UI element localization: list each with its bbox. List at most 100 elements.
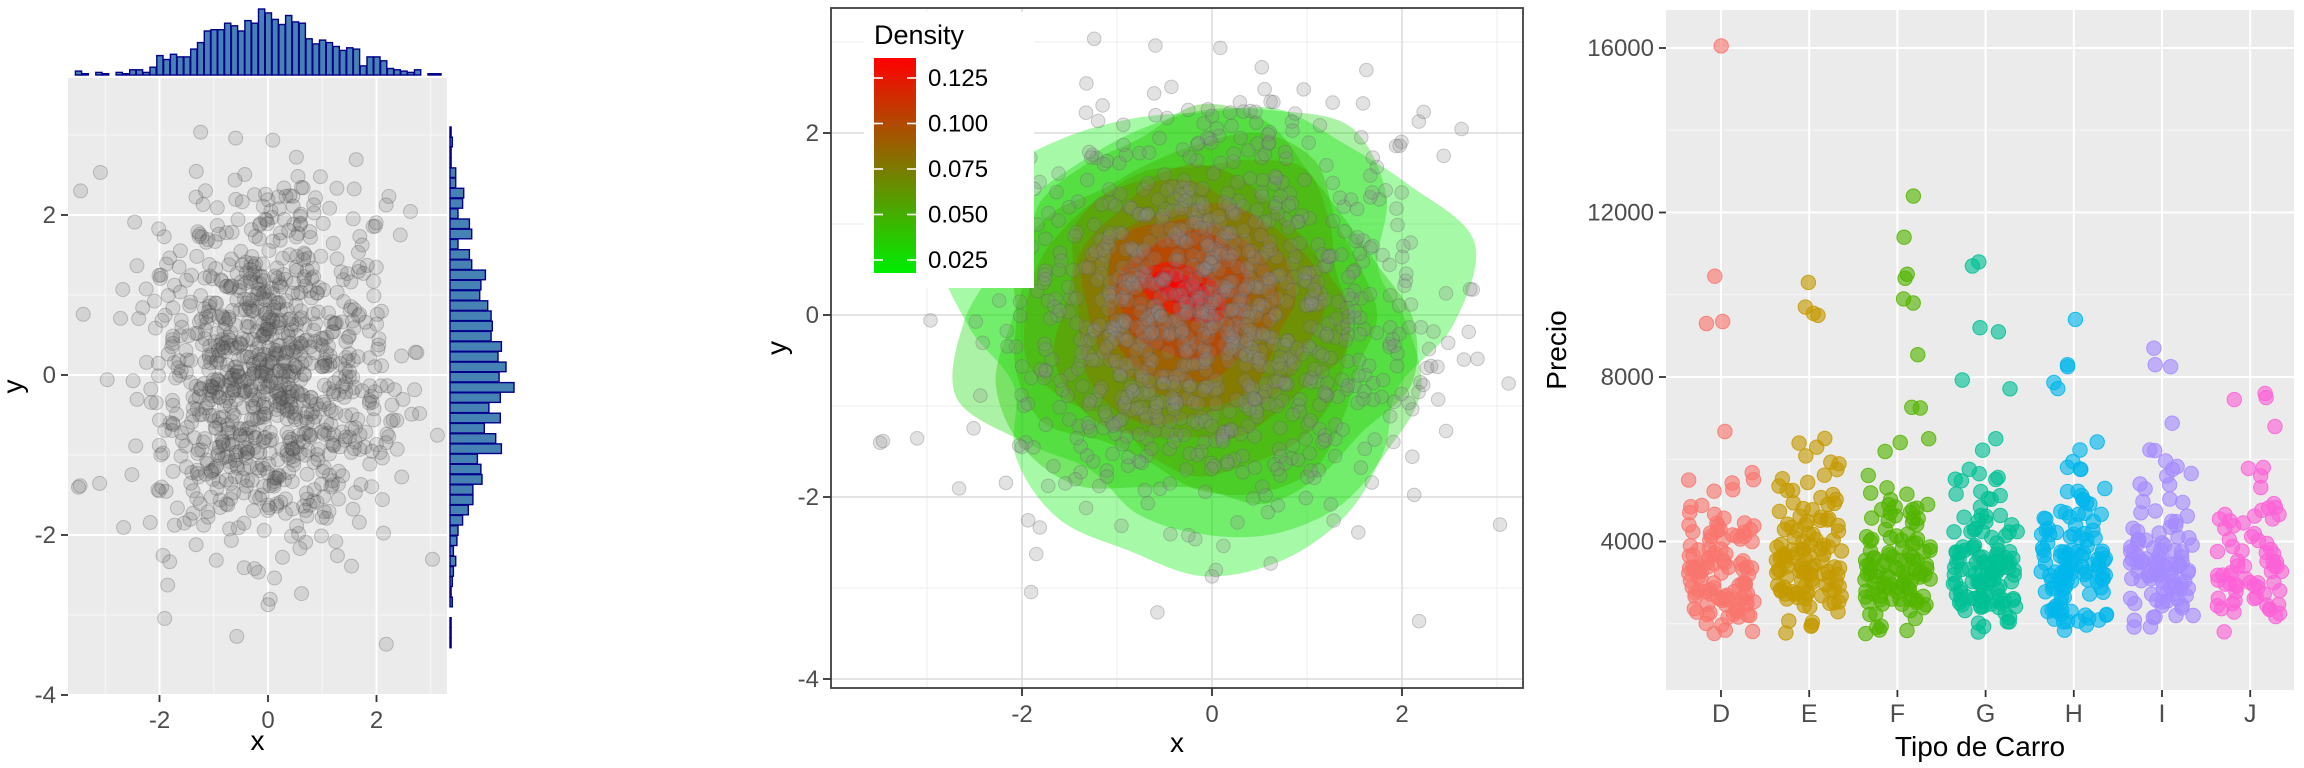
histogram-bar <box>449 637 452 649</box>
data-point <box>1112 155 1127 171</box>
data-point <box>1369 325 1385 341</box>
data-point <box>179 352 195 368</box>
data-point <box>243 274 259 289</box>
data-point <box>1275 175 1290 190</box>
data-point <box>1397 278 1412 294</box>
data-point <box>1881 544 1897 561</box>
data-point <box>295 180 311 196</box>
data-point <box>1160 425 1175 440</box>
data-point <box>1112 225 1128 241</box>
data-point <box>368 437 384 452</box>
data-point <box>1091 478 1107 494</box>
data-point <box>1142 386 1158 402</box>
data-point <box>99 372 115 388</box>
data-point <box>209 352 225 368</box>
data-point <box>1988 431 2004 447</box>
data-point <box>1061 412 1077 427</box>
data-point <box>1255 479 1270 495</box>
data-point <box>258 406 274 422</box>
data-point <box>347 434 363 450</box>
data-point <box>266 470 282 486</box>
data-point <box>425 551 440 567</box>
notable-data-point <box>2147 357 2163 373</box>
data-point <box>334 424 350 440</box>
data-point <box>242 458 258 474</box>
data-point <box>1114 293 1130 308</box>
data-point <box>1140 207 1155 222</box>
data-point <box>1204 285 1219 301</box>
data-point <box>1255 188 1270 204</box>
data-point <box>227 317 243 333</box>
data-point <box>1237 346 1253 362</box>
data-point <box>1220 454 1235 470</box>
data-point <box>208 421 224 437</box>
data-point <box>229 363 245 379</box>
data-point <box>1251 297 1266 312</box>
legend-tick-label: 0.125 <box>928 65 988 92</box>
data-point <box>1273 448 1288 464</box>
data-point <box>201 362 217 378</box>
data-point <box>241 371 257 387</box>
data-point <box>1268 196 1284 211</box>
data-point <box>1201 329 1216 344</box>
data-point <box>151 221 167 237</box>
data-point <box>262 591 278 607</box>
data-point <box>195 197 211 212</box>
data-point <box>231 351 246 367</box>
data-point <box>272 387 288 403</box>
data-point <box>1340 317 1356 333</box>
data-point <box>348 152 364 168</box>
data-point <box>1060 388 1076 404</box>
data-point <box>1196 343 1211 359</box>
jitter-points <box>1681 38 2290 642</box>
data-point <box>1402 320 1417 335</box>
data-point <box>1169 395 1185 411</box>
data-point <box>150 355 166 371</box>
data-point <box>1325 213 1341 229</box>
data-point <box>1190 290 1206 305</box>
data-point <box>1257 146 1273 162</box>
data-point <box>278 505 293 521</box>
data-point <box>1705 547 1721 563</box>
data-point <box>314 359 330 374</box>
data-point <box>294 356 310 371</box>
data-point <box>125 373 141 389</box>
data-point <box>1197 379 1213 395</box>
data-point <box>1075 378 1091 394</box>
data-point <box>152 412 167 428</box>
histogram-bar <box>135 69 144 76</box>
histogram-bar <box>449 525 459 537</box>
data-point <box>1197 355 1212 371</box>
data-point <box>296 426 312 441</box>
data-point <box>1363 190 1378 205</box>
data-point <box>999 323 1014 339</box>
data-point <box>1188 215 1203 230</box>
data-point <box>1292 404 1307 419</box>
data-point <box>200 504 216 520</box>
histogram-bar <box>169 53 178 76</box>
data-point <box>277 472 293 488</box>
y-axis-title: y <box>0 380 28 394</box>
data-point <box>1170 247 1186 263</box>
data-point <box>1218 225 1234 241</box>
data-point <box>1304 370 1319 386</box>
data-point <box>1394 134 1409 150</box>
data-point <box>1135 334 1151 349</box>
histogram-bar <box>449 208 459 220</box>
data-point <box>151 483 167 499</box>
data-point <box>1219 346 1235 362</box>
data-point <box>1294 208 1310 223</box>
data-point <box>1311 345 1327 361</box>
histogram-bar <box>101 72 110 76</box>
data-point <box>1341 269 1356 285</box>
data-point <box>1196 249 1211 264</box>
data-point <box>1200 130 1215 145</box>
data-point <box>1325 95 1341 110</box>
data-point <box>1073 464 1089 480</box>
data-point <box>1278 455 1293 471</box>
data-point <box>1262 234 1278 250</box>
data-point <box>1250 355 1266 371</box>
data-point <box>374 358 390 374</box>
data-point <box>242 301 258 316</box>
data-point <box>176 515 192 531</box>
